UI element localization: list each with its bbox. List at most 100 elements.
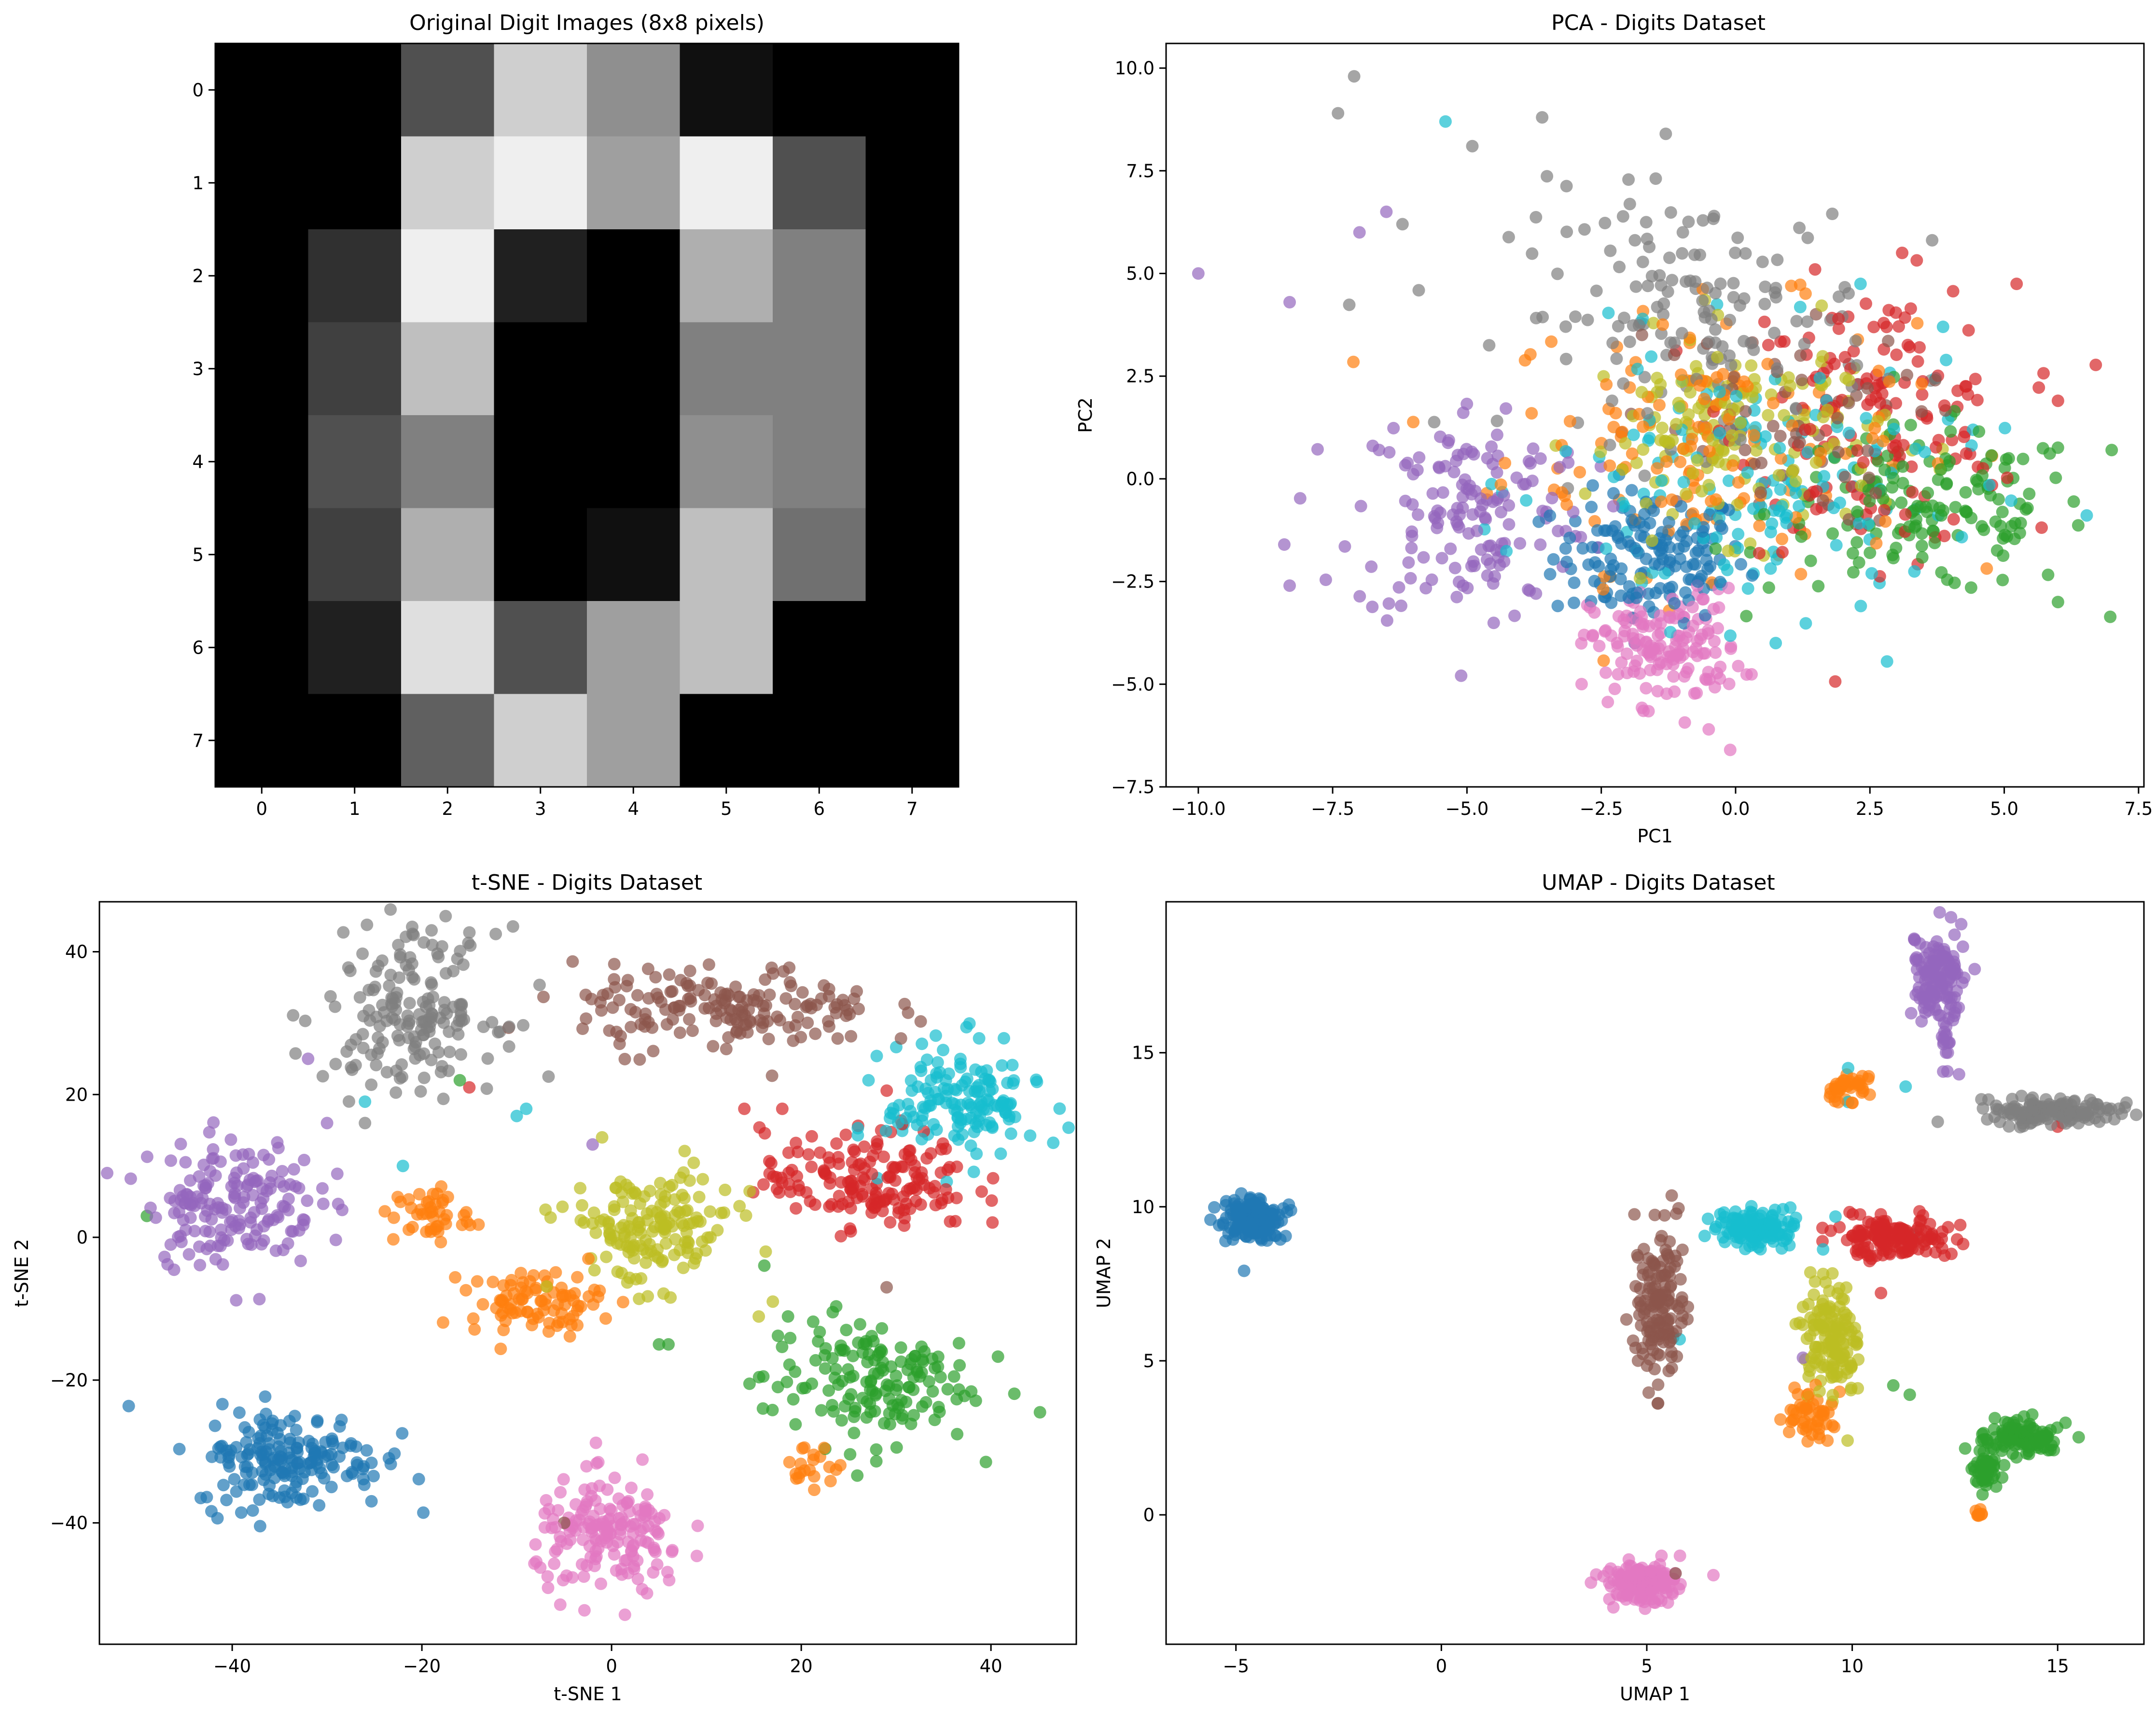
pca-point-digit-1 (1637, 420, 1650, 433)
tsne-point-digit-6 (690, 1550, 703, 1563)
pca-point-digit-3 (1869, 390, 1882, 403)
pca-point-digit-3 (2032, 381, 2045, 394)
tsne-point-digit-4 (294, 1255, 307, 1267)
umap-point-digit-8 (1815, 1342, 1828, 1354)
pixel-r3-c3 (494, 322, 587, 416)
pca-point-digit-4 (1490, 428, 1503, 441)
umap-point-digit-5 (1670, 1350, 1683, 1363)
pca-point-digit-9 (1780, 509, 1793, 522)
pca-point-digit-0 (1672, 542, 1685, 555)
tsne-point-digit-2 (909, 1350, 921, 1363)
umap-point-digit-4 (1943, 1003, 1956, 1016)
pca-point-digit-7 (1604, 244, 1617, 257)
pca-point-digit-4 (1319, 574, 1332, 586)
pca-point-digit-2 (1847, 566, 1860, 579)
tsne-point-digit-2 (928, 1413, 941, 1427)
tsne-point-digit-7 (486, 1016, 499, 1029)
pca-point-digit-6 (1723, 677, 1736, 690)
pixel-r5-c0 (215, 508, 309, 602)
tsne-point-digit-0 (365, 1495, 378, 1508)
pca-point-digit-8 (1651, 372, 1664, 384)
pca-point-digit-9 (1830, 539, 1843, 552)
tsne-point-digit-1 (441, 1190, 454, 1203)
tsne-point-digit-7 (401, 1009, 414, 1022)
pca-point-digit-6 (1669, 649, 1683, 662)
pca-point-digit-6 (1682, 662, 1695, 675)
tsne-point-digit-8 (696, 1173, 709, 1186)
pixel-r4-c5 (680, 415, 773, 509)
pca-point-digit-6 (1634, 605, 1647, 618)
pca-point-digit-1 (1684, 440, 1697, 453)
pca-point-digit-2 (1989, 515, 2002, 528)
tsne-point-digit-6 (580, 1460, 593, 1473)
x-tick-label: 1 (349, 798, 361, 819)
umap-point-digit-9 (1698, 1230, 1711, 1243)
umap-point-digit-4 (1908, 932, 1920, 945)
pca-point-digit-9 (1732, 528, 1745, 541)
pca-point-digit-4 (1380, 205, 1393, 218)
y-tick-label: 4 (192, 451, 204, 472)
pca-point-digit-7 (1640, 216, 1653, 229)
tsne-point-digit-4 (149, 1211, 162, 1224)
pca-point-digit-0 (1655, 526, 1669, 539)
pca-point-digit-4 (1486, 458, 1499, 471)
pca-point-digit-0 (1654, 582, 1667, 595)
tsne-point-digit-2 (848, 1410, 861, 1423)
pca-point-digit-7 (1599, 217, 1612, 229)
tsne-point-digit-0 (259, 1390, 272, 1403)
tsne-point-digit-7 (393, 1034, 406, 1047)
tsne-point-digit-2 (1033, 1406, 1046, 1419)
umap-point-digit-3 (1912, 1232, 1925, 1245)
pca-point-digit-3 (1890, 397, 1902, 410)
tsne-point-digit-4 (216, 1258, 229, 1271)
x-tick-label: 15 (2046, 1656, 2069, 1677)
tsne-point-digit-5 (779, 992, 793, 1005)
pca-point-digit-7 (1676, 247, 1689, 260)
umap-point-digit-8 (1802, 1298, 1815, 1311)
tsne-point-digit-8 (600, 1250, 613, 1263)
umap-point-digit-4 (1948, 962, 1961, 975)
pca-point-digit-8 (1772, 469, 1785, 482)
pca-point-digit-8 (1815, 299, 1828, 312)
tsne-point-digit-6 (575, 1508, 588, 1521)
pca-point-digit-4 (1406, 498, 1419, 511)
pca-point-digit-5 (1794, 349, 1807, 362)
pca-point-digit-4 (1487, 616, 1500, 630)
tsne-point-digit-0 (253, 1413, 266, 1426)
umap-point-digit-9 (1775, 1228, 1788, 1241)
umap-point-digit-0 (1204, 1213, 1217, 1226)
pca-point-digit-0 (1703, 508, 1716, 521)
tsne-point-digit-9 (892, 1099, 905, 1112)
tsne-point-digit-8 (654, 1176, 667, 1189)
pca-point-digit-0 (1547, 553, 1560, 566)
tsne-point-digit-0 (211, 1512, 224, 1525)
pca-point-digit-7 (1759, 280, 1772, 294)
pca-point-digit-3 (2037, 367, 2050, 380)
umap-point-digit-1 (1855, 1086, 1868, 1099)
tsne-point-digit-5 (686, 1024, 699, 1037)
tsne-point-digit-2 (822, 1384, 835, 1397)
pca-point-digit-4 (1413, 451, 1426, 464)
pca-point-digit-4 (1450, 590, 1463, 603)
tsne-point-digit-8 (641, 1214, 654, 1227)
umap-point-digit-1 (1787, 1404, 1800, 1417)
umap-point-digit-9 (1784, 1201, 1797, 1214)
tsne-point-digit-8 (766, 1295, 779, 1308)
umap-point-digit-7 (2060, 1096, 2073, 1109)
pca-point-digit-9 (1731, 542, 1744, 555)
tsne-point-digit-5 (809, 1027, 822, 1040)
tsne-point-digit-7 (388, 1013, 401, 1026)
pca-point-digit-9 (1730, 390, 1743, 403)
pca-point-digit-2 (1887, 472, 1900, 485)
tsne-point-digit-7 (431, 947, 444, 960)
pca-point-digit-2 (1904, 419, 1917, 432)
umap-point-digit-4 (1905, 1007, 1918, 1020)
pca-point-digit-0 (1664, 554, 1677, 567)
tsne-point-digit-6 (622, 1495, 635, 1508)
tsne-point-digit-0 (304, 1456, 317, 1469)
pca-point-digit-7 (1578, 223, 1591, 236)
pca-point-digit-8 (1647, 317, 1660, 330)
pca-point-digit-6 (1707, 602, 1720, 616)
tsne-point-digit-2 (876, 1322, 889, 1335)
